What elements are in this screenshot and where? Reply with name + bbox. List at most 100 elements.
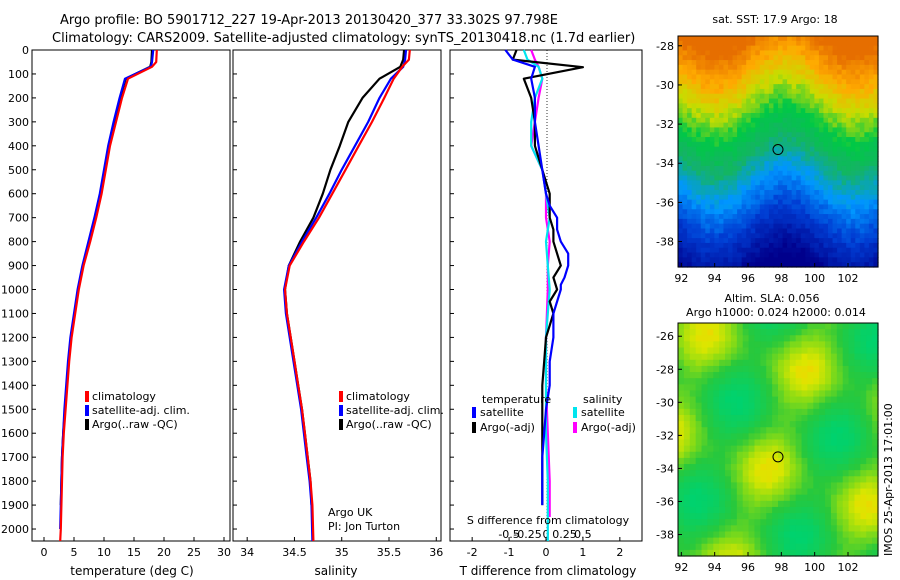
map-cell [689,341,697,349]
map-cell [823,84,829,90]
map-cell [773,238,779,244]
salinity-ticks: 34 34.5 35 35.5 36 [233,49,443,559]
map-cell [864,103,870,109]
map-cell [868,50,875,56]
map-cell [846,223,852,230]
map-cell [732,199,738,206]
map-cell [746,223,752,230]
map-cell [764,218,770,225]
map-cell [709,151,715,157]
map-cell [732,132,738,138]
map-cell [868,64,875,71]
map-cell [701,506,709,514]
map-cell [714,113,720,119]
map-cell [736,506,744,514]
map-cell [854,543,861,551]
map-cell [805,214,811,220]
map-cell [696,141,702,148]
map-cell [773,218,779,225]
map-cell [796,252,802,258]
map-cell [825,341,832,349]
map-cell [768,122,775,129]
map-cell [814,108,820,114]
map-cell [707,488,714,496]
map-cell [842,365,850,373]
map-cell [800,122,806,129]
map-cell [695,500,703,508]
map-cell [719,494,726,502]
map-cell [695,384,703,392]
map-cell [782,69,788,76]
map-cell [719,384,726,392]
map-cell [841,165,847,172]
map-cell [860,341,867,349]
map-cell [830,457,838,465]
map-cell [837,218,843,225]
y-tick-label: 100 [8,68,29,81]
map-cell [713,402,720,410]
map-cell [848,323,856,330]
map-cell [800,146,806,153]
map-cell [782,141,788,148]
map-cell [691,238,697,244]
map-cell [855,242,861,249]
map-cell [828,108,834,114]
map-cell [742,427,750,434]
map-cell [814,165,820,172]
map-cell [678,117,684,124]
map-cell [691,122,697,129]
map-cell [800,98,806,104]
map-cell [714,233,720,239]
map-cell [872,494,879,502]
map-cell [759,233,765,239]
map-cell [678,537,685,545]
map-cell [837,113,843,119]
map-cell [678,421,685,428]
map-cell [748,464,756,471]
map-cell [801,390,809,398]
map-cell [730,549,738,557]
map-cell [748,488,756,496]
map-cell [678,242,684,249]
map-cell [791,88,797,95]
map-cell [689,359,697,367]
map-cell [768,233,775,239]
map-cell [700,127,706,133]
map-cell [800,50,806,56]
map-cell [700,238,706,244]
map-cell [725,457,732,465]
map-cell [764,204,770,210]
map-cell [683,476,691,484]
map-cell [807,323,814,330]
map-cell [768,36,775,42]
map-cell [782,165,788,172]
map-cell [678,372,685,379]
map-cell [696,209,702,215]
map-cell [855,36,861,42]
map-cell [718,223,725,230]
map-cell [748,335,756,342]
map-cell [872,359,879,367]
map-cell [818,60,825,66]
map-cell [807,476,814,484]
map-cell [787,132,793,138]
map-cell [778,228,784,234]
map-cell [732,108,738,114]
map-cell [773,194,779,201]
map-cell [732,117,738,124]
map-cell [689,439,697,447]
map-cell [730,537,738,545]
map-cell [791,218,797,225]
map-cell [800,64,806,71]
map-cell [850,151,856,157]
map-cell [728,127,734,133]
map-cell [741,218,747,225]
map-cell [864,55,870,61]
map-cell [736,525,744,533]
map-cell [819,365,826,373]
map-cell [778,190,784,196]
map-cell [759,238,765,244]
map-cell [789,359,797,367]
map-cell [728,45,734,52]
map-cell [678,223,684,230]
